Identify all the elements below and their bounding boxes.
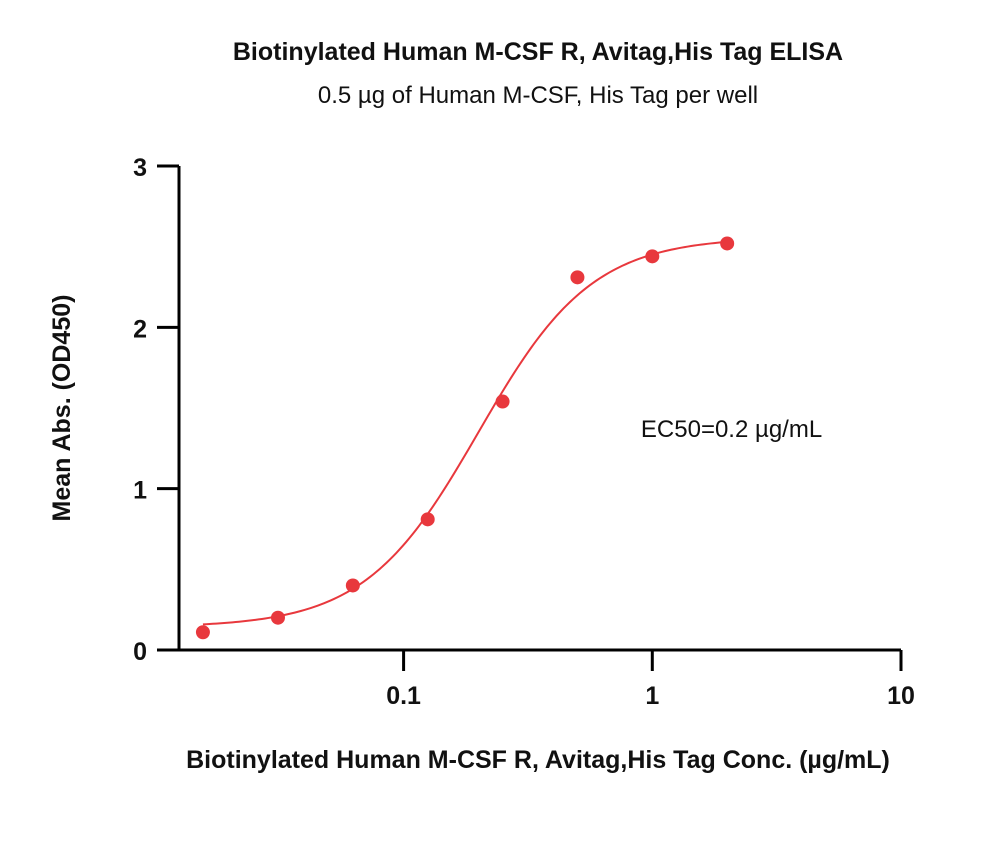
- data-point: [345, 578, 360, 593]
- chart-title: Biotinylated Human M-CSF R, Avitag,His T…: [232, 38, 844, 66]
- y-tick-label: 3: [133, 154, 147, 182]
- y-ticks: 0 1 2 3: [133, 154, 179, 666]
- x-tick-label: 10: [887, 682, 915, 710]
- x-tick-label: 0.1: [386, 682, 421, 710]
- data-point: [570, 270, 585, 285]
- data-point: [420, 512, 435, 527]
- data-points: [195, 236, 735, 640]
- y-axis-label: Mean Abs. (OD450): [48, 295, 76, 522]
- fit-curve-layer: [202, 240, 728, 626]
- x-ticks: 0.1 1 10: [386, 650, 915, 710]
- data-point: [720, 236, 735, 251]
- data-point: [495, 394, 510, 409]
- y-tick-label: 0: [133, 638, 147, 666]
- ec50-annotation: EC50=0.2 µg/mL: [641, 416, 822, 443]
- x-tick-label: 1: [645, 682, 659, 710]
- x-axis-label: Biotinylated Human M-CSF R, Avitag,His T…: [186, 746, 890, 774]
- y-tick-label: 1: [133, 477, 147, 505]
- axes: [177, 166, 901, 652]
- chart-subtitle: 0.5 µg of Human M-CSF, His Tag per well: [317, 82, 759, 109]
- y-tick-label: 2: [133, 315, 147, 343]
- fit-curve: [202, 240, 728, 626]
- data-point: [195, 625, 210, 640]
- data-point: [645, 249, 660, 264]
- data-point: [270, 610, 285, 625]
